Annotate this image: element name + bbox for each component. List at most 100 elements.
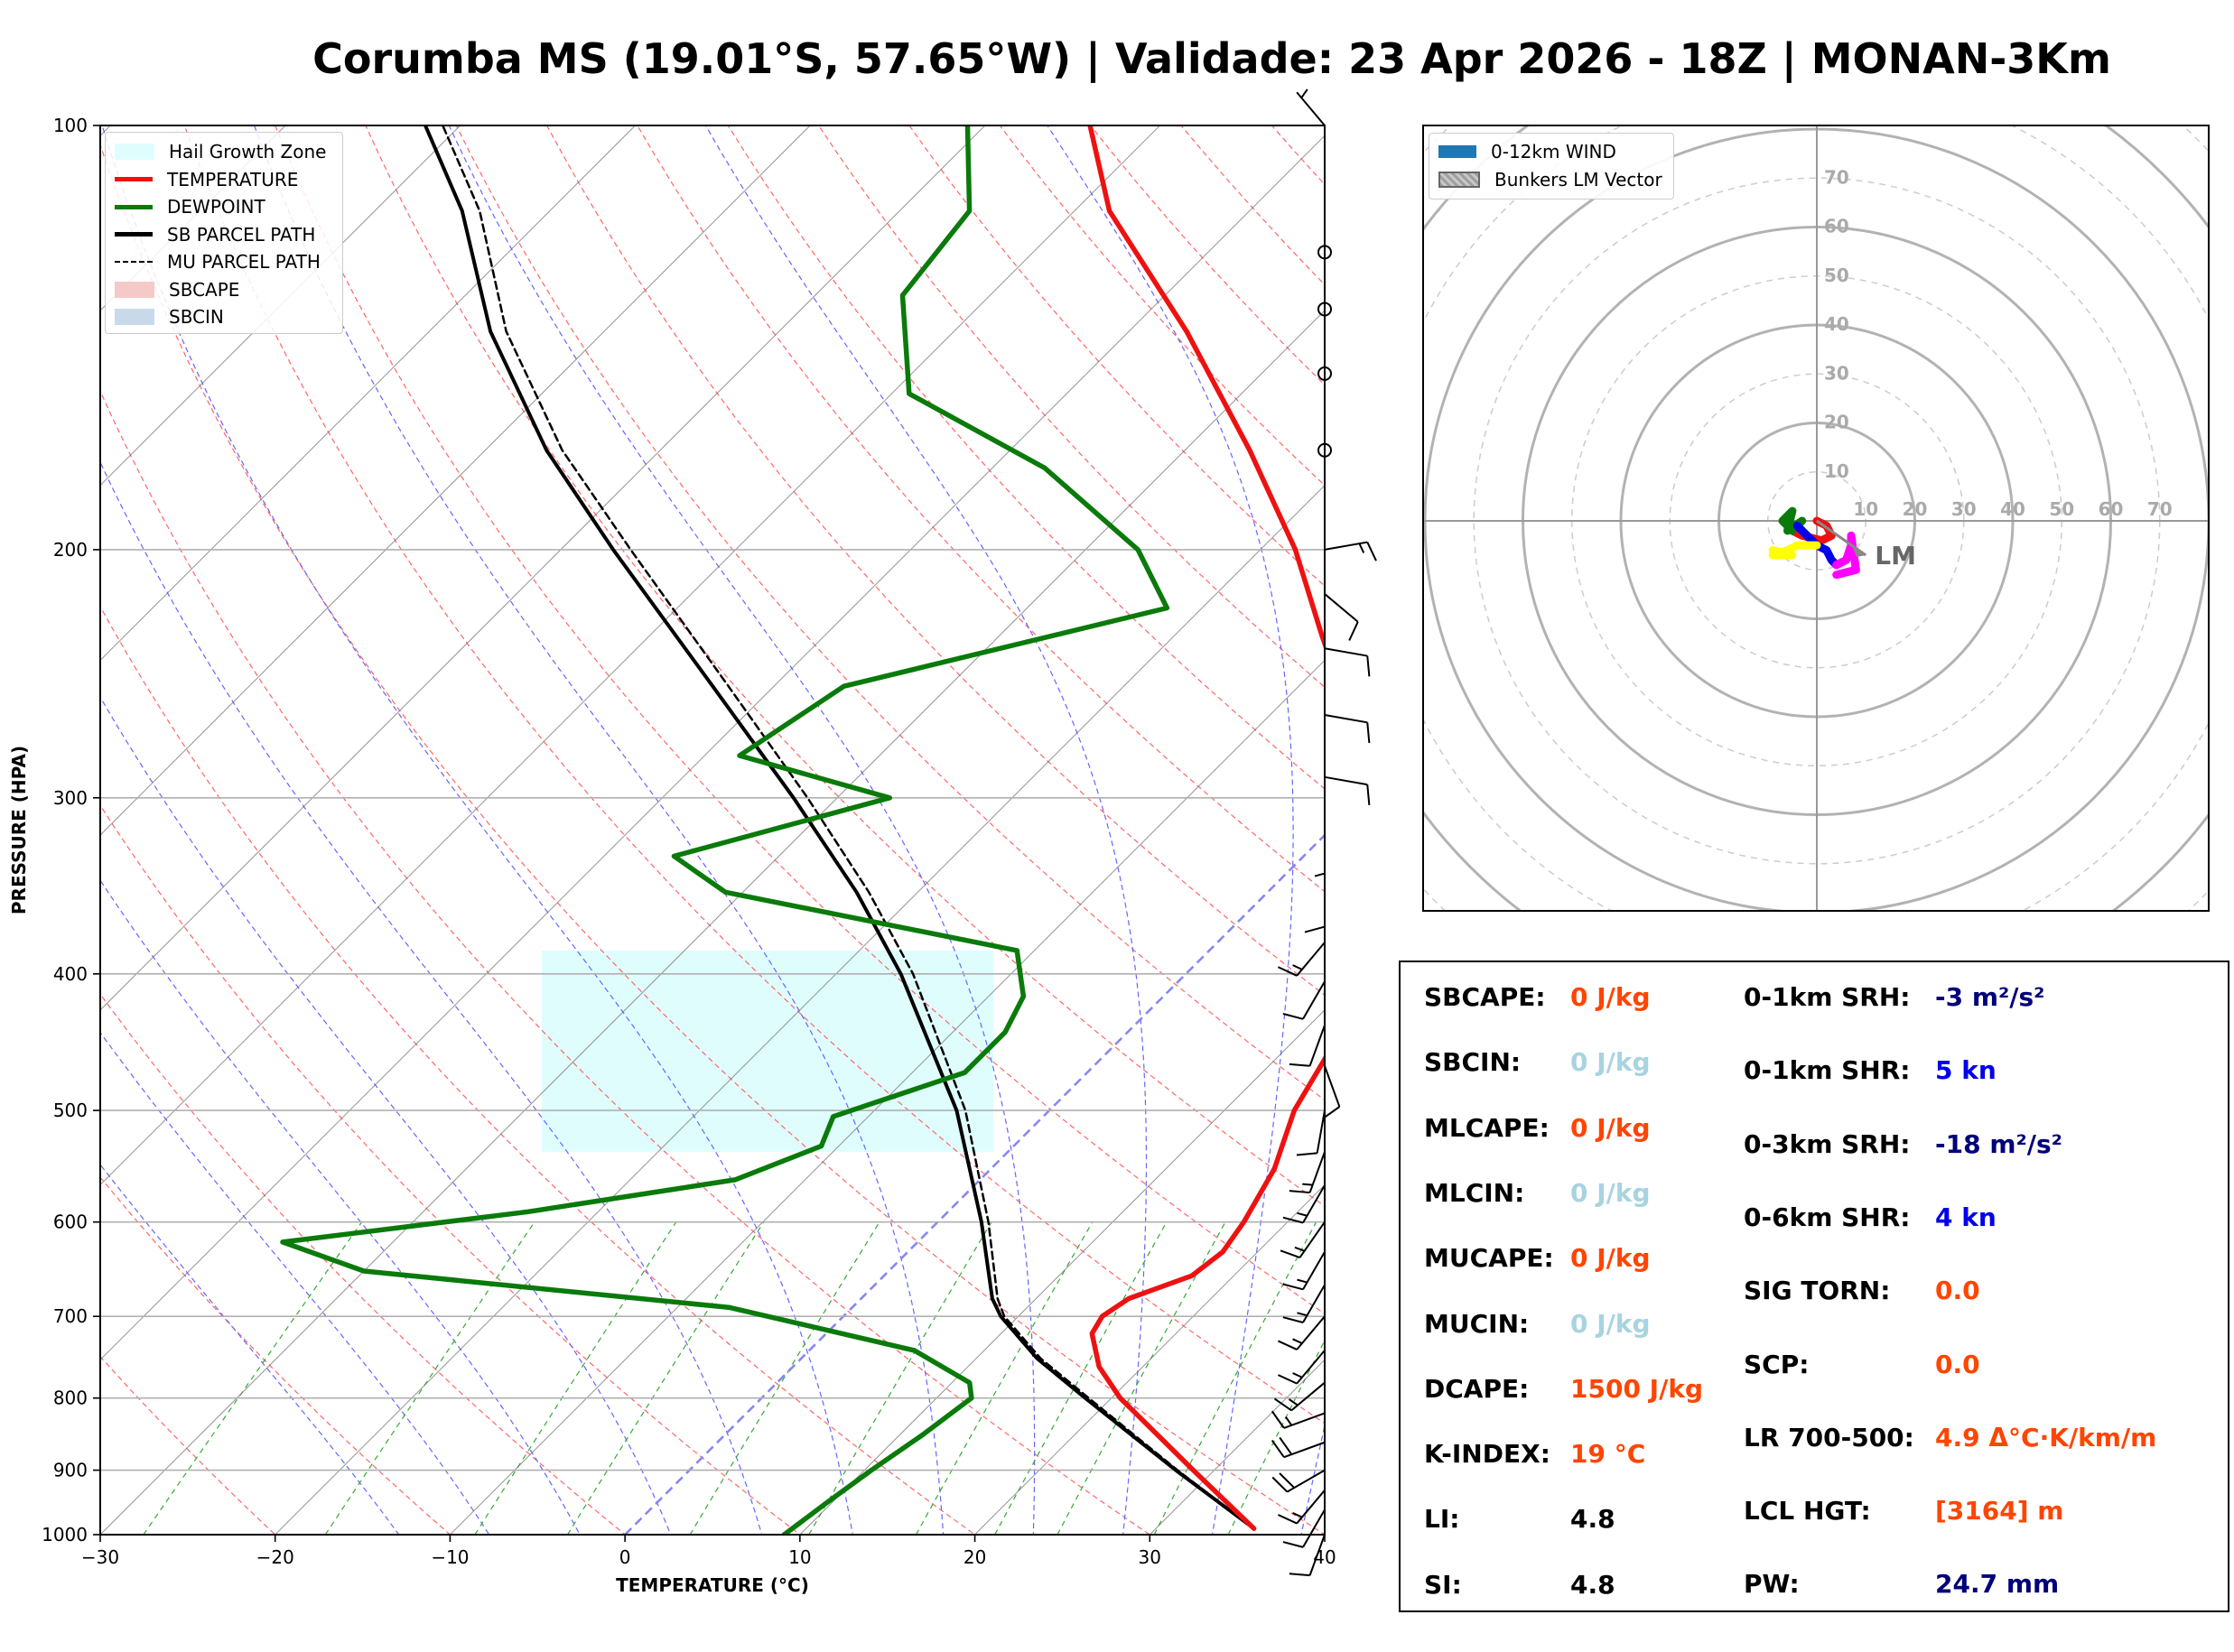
- moist-adiabat: [100, 460, 763, 1535]
- param-value: 0 J/kg: [1570, 1177, 1651, 1208]
- moist-adiabat: [1047, 125, 1294, 1535]
- param-label: LR 700-500:: [1744, 1422, 1914, 1452]
- param-label: SI:: [1424, 1569, 1462, 1600]
- isotherm: [100, 310, 1325, 1535]
- wind-barb-flag: [1279, 1472, 1295, 1489]
- param-label: SCP:: [1744, 1349, 1810, 1379]
- wind-barb-flag: [1282, 1316, 1304, 1323]
- legend-entry: TEMPERATURE: [115, 166, 298, 193]
- plot-area: [100, 125, 1325, 1535]
- calm-wind-marker: [1317, 442, 1332, 458]
- y-tick-label: 1000: [42, 1524, 88, 1545]
- moist-adiabat: [448, 125, 1036, 1535]
- legend-swatch: [115, 281, 154, 298]
- y-tick-label: 800: [53, 1387, 88, 1409]
- param-value: 0.0: [1935, 1349, 1980, 1379]
- param-label: 0-6km SHR:: [1744, 1202, 1911, 1232]
- wind-barb-flag: [1289, 1190, 1310, 1194]
- legend-label: Hail Growth Zone: [169, 141, 327, 162]
- param-value: 0 J/kg: [1570, 1243, 1651, 1274]
- moist-adiabat: [100, 1031, 490, 1535]
- y-tick-label: 400: [53, 963, 88, 985]
- param-label: MUCAPE:: [1424, 1243, 1554, 1274]
- calm-wind-marker: [1317, 245, 1332, 260]
- dry-adiabat: [455, 125, 1325, 1101]
- moist-adiabat: [101, 125, 853, 1535]
- wind-barb-half-flag: [1358, 543, 1365, 553]
- legend-label: 0-12km WIND: [1491, 141, 1616, 162]
- dewpoint-line: [280, 125, 1170, 1535]
- param-value: 5 kn: [1935, 1055, 1997, 1086]
- mixing-ratio-line: [474, 1221, 677, 1535]
- wind-barb-flag: [1279, 1436, 1293, 1455]
- dry-adiabat: [100, 143, 1325, 1535]
- legend-label: TEMPERATURE: [167, 168, 299, 190]
- wind-barb-staff: [1308, 1025, 1326, 1067]
- x-axis-label: TEMPERATURE (°C): [616, 1574, 809, 1596]
- x-tick-label: −20: [256, 1546, 294, 1568]
- wind-barb-staff: [1302, 1251, 1326, 1290]
- mixing-ratio-line: [808, 1221, 992, 1535]
- wind-barb-flag: [1278, 1340, 1298, 1350]
- wind-barb-staff: [1324, 1065, 1341, 1108]
- param-value: 0 J/kg: [1570, 1047, 1651, 1078]
- wind-barb-staff: [1324, 775, 1368, 786]
- legend-swatch: [115, 232, 153, 237]
- x-tick-label: 0: [619, 1546, 631, 1568]
- x-tick-label: 10: [788, 1546, 811, 1568]
- calm-wind-marker: [1317, 366, 1332, 381]
- mixing-ratio-line: [324, 1221, 535, 1535]
- wind-barb-flag: [1278, 966, 1298, 977]
- param-value: 0 J/kg: [1570, 1308, 1651, 1339]
- hodograph-legend-entry: Bunkers LM Vector: [1438, 166, 1662, 193]
- param-label: MLCIN:: [1424, 1177, 1525, 1208]
- y-tick-label: 100: [53, 115, 88, 136]
- isotherm: [100, 125, 461, 487]
- y-tick-label: 200: [53, 539, 88, 561]
- isotherm: [100, 135, 1325, 1360]
- wind-barb-staff: [1296, 942, 1326, 977]
- dry-adiabat: [545, 125, 1325, 997]
- isotherm: [799, 1009, 1325, 1535]
- legend-label: MU PARCEL PATH: [167, 251, 321, 273]
- param-label: 0-1km SHR:: [1744, 1055, 1911, 1086]
- moist-adiabat: [253, 125, 945, 1535]
- legend-entry: SB PARCEL PATH: [115, 221, 315, 248]
- skew-t-legend: Hail Growth Zone TEMPERATURE DEWPOINT SB PA…: [105, 132, 343, 334]
- dry-adiabat: [817, 125, 1325, 688]
- dry-adiabat: [908, 125, 1325, 587]
- wind-barb-half-flag: [1297, 1278, 1308, 1284]
- param-value: 4.8: [1570, 1569, 1615, 1600]
- hodograph-legend-entry: 0-12km WIND: [1438, 138, 1616, 165]
- wind-barb-staff: [1324, 593, 1359, 623]
- isotherm: [100, 125, 986, 1011]
- hodograph-legend: 0-12km WIND Bunkers LM Vector: [1429, 133, 1674, 200]
- legend-swatch: [115, 204, 153, 209]
- wind-barb-flag: [1282, 1541, 1304, 1548]
- wind-barb-half-flag: [1302, 1183, 1313, 1186]
- wind-barb-flag: [1348, 621, 1359, 641]
- wind-barb-flag: [1271, 1439, 1285, 1458]
- wind-barbs: [1271, 88, 1377, 1577]
- moist-adiabat: [100, 696, 672, 1535]
- moist-adiabat: [100, 1164, 400, 1535]
- dry-adiabat: [100, 390, 1151, 1535]
- wind-barb-staff: [1324, 647, 1368, 657]
- x-tick-label: −30: [81, 1546, 119, 1568]
- param-value: 0 J/kg: [1570, 1112, 1651, 1143]
- wind-barb-flag: [1296, 1152, 1317, 1156]
- mu-parcel-line: [442, 125, 1255, 1530]
- param-label: LCL HGT:: [1744, 1496, 1871, 1527]
- isotherm: [100, 125, 286, 311]
- wind-barb-half-flag: [1297, 1211, 1308, 1217]
- wind-barb-staff: [1308, 1151, 1326, 1193]
- param-value: 1500 J/kg: [1570, 1373, 1703, 1404]
- wind-barb-staff: [1308, 1534, 1326, 1576]
- wind-barb-flag: [1366, 722, 1371, 744]
- wind-barb-half-flag: [1300, 88, 1308, 98]
- wind-barb-staff: [1316, 1109, 1326, 1154]
- dry-adiabat: [100, 993, 627, 1535]
- wind-barb-flag: [1278, 1374, 1298, 1385]
- param-label: PW:: [1744, 1569, 1800, 1600]
